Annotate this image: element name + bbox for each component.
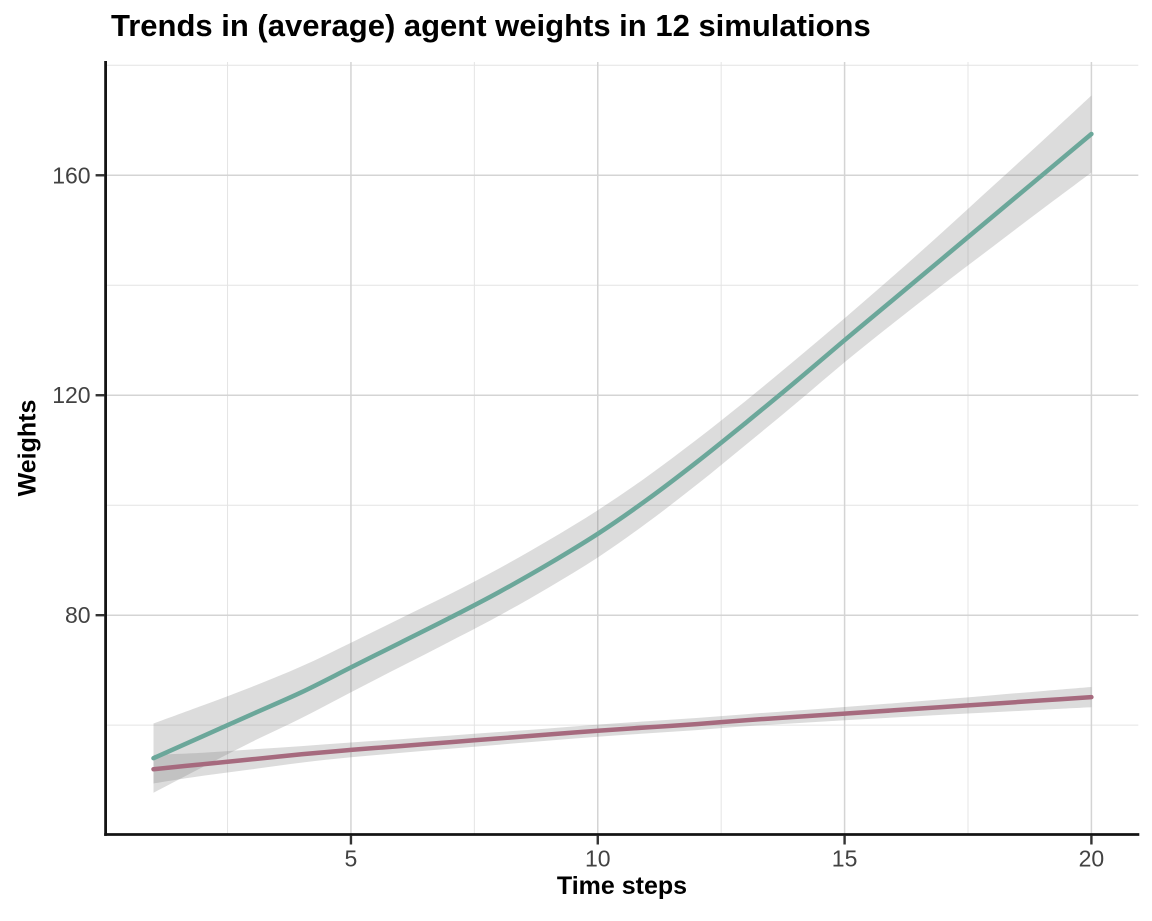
tick-marks [95, 174, 1093, 845]
x-tick-label: 5 [345, 846, 358, 872]
y-axis-title: Weights [13, 399, 42, 497]
x-axis-title: Time steps [556, 872, 688, 900]
trend-lines [151, 131, 1094, 772]
ci-ribbon-1 [153, 95, 1092, 793]
x-tick-label: 15 [832, 846, 858, 872]
gridlines [106, 62, 1139, 834]
trend-line-2 [151, 694, 1094, 772]
y-tick-label: 160 [52, 162, 90, 188]
chart-title: Trends in (average) agent weights in 12 … [111, 8, 871, 43]
trend-line-1 [151, 131, 1094, 761]
x-tick-label: 10 [585, 846, 611, 872]
y-tick-label: 120 [52, 382, 90, 408]
tick-labels: 5 10 15 20 80 120 160 [52, 162, 1104, 871]
axes [104, 61, 1140, 836]
x-tick-label: 20 [1079, 846, 1105, 872]
y-tick-label: 80 [65, 602, 91, 628]
confidence-ribbons [153, 95, 1092, 793]
